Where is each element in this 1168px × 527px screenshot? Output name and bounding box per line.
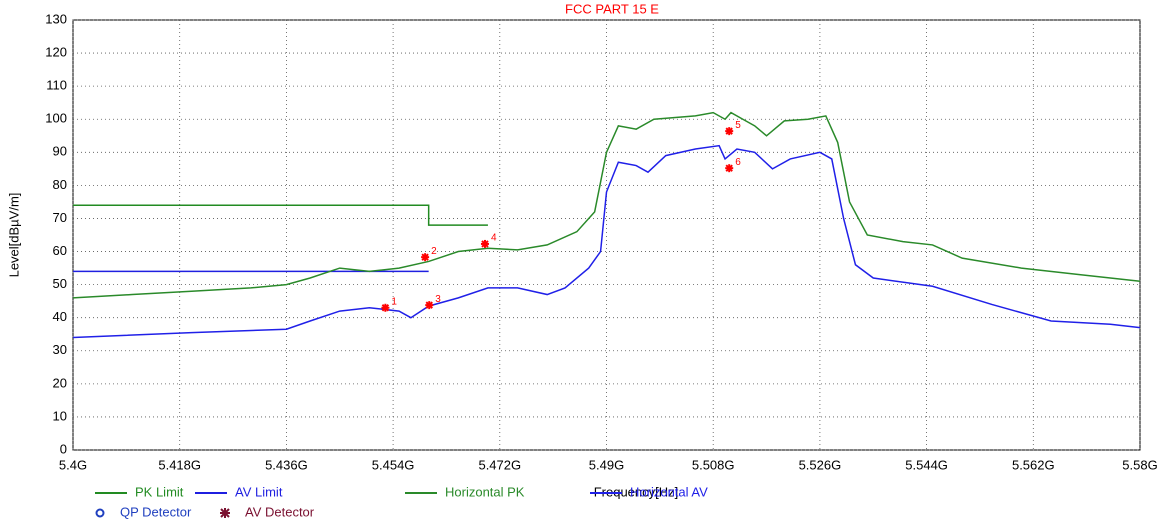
x-axis-label: Frequency[Hz]: [594, 484, 679, 499]
y-tick-label: 30: [53, 342, 67, 357]
marker-label: 6: [735, 157, 741, 168]
marker: [381, 303, 390, 312]
marker: [480, 239, 489, 248]
marker-label: 1: [391, 296, 397, 307]
legend-label: Horizontal PK: [445, 484, 525, 499]
x-tick-label: 5.508G: [692, 457, 735, 472]
legend-label: AV Detector: [245, 504, 315, 519]
x-tick-label: 5.436G: [265, 457, 308, 472]
series-line: [72, 144, 1141, 339]
y-tick-label: 20: [53, 375, 67, 390]
x-tick-label: 5.562G: [1012, 457, 1055, 472]
legend-label: PK Limit: [135, 484, 184, 499]
y-tick-label: 100: [45, 111, 67, 126]
x-tick-label: 5.58G: [1122, 457, 1157, 472]
series-line: [72, 111, 1141, 299]
y-axis-label: Level[dBµV/m]: [6, 193, 21, 278]
x-tick-label: 5.526G: [799, 457, 842, 472]
marker-stroke: [481, 240, 489, 248]
y-tick-label: 90: [53, 144, 67, 159]
y-tick-label: 10: [53, 408, 67, 423]
marker: [725, 164, 734, 173]
y-tick-label: 110: [46, 78, 67, 93]
marker-label: 2: [431, 246, 437, 257]
x-tick-label: 5.544G: [905, 457, 948, 472]
y-tick-label: 0: [60, 441, 67, 456]
y-tick-label: 130: [45, 11, 67, 26]
chart-title: FCC PART 15 E: [565, 1, 659, 16]
y-tick-label: 120: [45, 45, 67, 60]
marker-stroke: [425, 301, 433, 309]
marker-stroke: [421, 253, 429, 261]
y-tick-label: 60: [53, 243, 67, 258]
y-tick-label: 50: [53, 276, 67, 291]
y-tick-label: 80: [53, 177, 67, 192]
x-tick-label: 5.49G: [589, 457, 624, 472]
marker-label: 4: [491, 233, 497, 244]
marker-stroke: [381, 304, 390, 312]
x-tick-label: 5.418G: [158, 457, 201, 472]
x-tick-label: 5.472G: [478, 457, 521, 472]
marker-stroke: [725, 164, 733, 172]
legend-symbol: [95, 508, 105, 518]
legend-symbol: [220, 508, 230, 518]
legend-label: Horizontal AV: [630, 484, 708, 499]
x-tick-label: 5.454G: [372, 457, 415, 472]
series-line: [73, 204, 488, 226]
marker: [421, 253, 430, 262]
y-tick-label: 70: [53, 210, 67, 225]
marker: [725, 127, 734, 136]
marker-label: 5: [735, 120, 741, 131]
marker-stroke: [725, 127, 733, 135]
y-tick-label: 40: [53, 309, 67, 324]
x-tick-label: 5.4G: [59, 457, 87, 472]
marker: [425, 301, 434, 310]
legend-label: QP Detector: [120, 504, 192, 519]
marker-label: 3: [435, 294, 441, 305]
legend-label: AV Limit: [235, 484, 283, 499]
